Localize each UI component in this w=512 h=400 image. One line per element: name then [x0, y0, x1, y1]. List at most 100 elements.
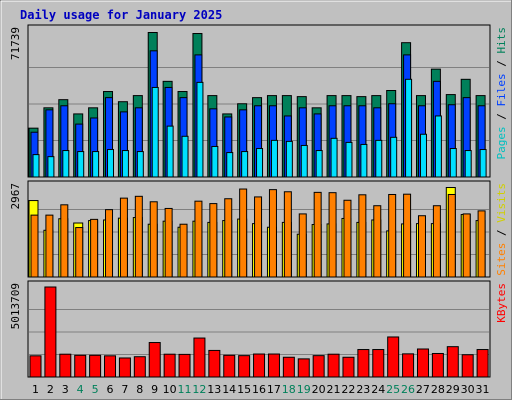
bar-kbytes-day-18	[282, 356, 295, 378]
panel-max-label: 5013709	[9, 283, 22, 329]
bar-kbytes-day-2	[44, 286, 57, 378]
bar-kbytes-day-23	[357, 349, 370, 378]
day-label-15: 15	[237, 383, 251, 396]
bar-kbytes-day-21	[327, 353, 340, 378]
day-label-26: 26	[401, 383, 415, 396]
bar-pages-day-9	[151, 86, 159, 178]
bar-pages-day-2	[47, 156, 55, 178]
bar-sites-day-27	[417, 215, 426, 278]
bar-kbytes-day-1	[29, 355, 42, 378]
bar-sites-day-7	[119, 197, 128, 278]
bar-kbytes-day-4	[74, 354, 87, 378]
bar-kbytes-day-12	[193, 337, 206, 378]
bar-sites-day-5	[90, 218, 99, 278]
bar-sites-day-10	[164, 207, 173, 278]
side-label-part: /	[495, 223, 508, 243]
bar-pages-day-15	[241, 151, 249, 178]
bar-sites-day-20	[313, 191, 322, 278]
bar-kbytes-day-25	[387, 336, 400, 378]
day-label-20: 20	[312, 383, 326, 396]
bar-kbytes-day-15	[238, 355, 251, 378]
side-label-part: Hits	[495, 27, 508, 54]
bar-sites-day-25	[388, 193, 397, 278]
bar-kbytes-day-17	[267, 353, 280, 378]
bar-pages-day-12	[196, 81, 204, 178]
bar-kbytes-day-11	[178, 353, 191, 378]
bar-pages-day-1	[32, 154, 40, 178]
bar-pages-day-6	[107, 149, 115, 178]
panel-max-label: 2967	[9, 183, 22, 210]
day-label-30: 30	[461, 383, 475, 396]
side-label-part: /	[495, 54, 508, 74]
bar-kbytes-day-27	[416, 348, 429, 378]
bar-sites-day-4	[75, 227, 84, 278]
bar-pages-day-25	[390, 136, 398, 178]
bar-sites-day-24	[373, 205, 382, 278]
bar-kbytes-day-19	[297, 358, 310, 378]
bar-kbytes-day-14	[223, 354, 236, 378]
bar-sites-day-30	[462, 213, 471, 278]
bar-pages-day-31	[479, 149, 487, 178]
bar-kbytes-day-7	[118, 357, 131, 378]
bar-pages-day-3	[62, 150, 70, 178]
day-label-19: 19	[297, 383, 311, 396]
bar-pages-day-22	[345, 141, 353, 178]
bar-sites-day-19	[298, 213, 307, 278]
bar-sites-day-29	[447, 193, 456, 278]
bar-sites-day-23	[358, 194, 367, 278]
day-label-24: 24	[371, 383, 385, 396]
bar-pages-day-17	[270, 139, 278, 178]
day-label-1: 1	[32, 383, 39, 396]
day-label-17: 17	[267, 383, 281, 396]
bar-pages-day-30	[464, 150, 472, 178]
bar-pages-day-19	[300, 144, 308, 178]
day-label-4: 4	[77, 383, 84, 396]
bar-sites-day-26	[403, 193, 412, 278]
bar-sites-day-28	[432, 205, 441, 278]
bar-kbytes-day-30	[461, 354, 474, 378]
bar-pages-day-24	[375, 139, 383, 178]
day-label-23: 23	[356, 383, 370, 396]
bar-pages-day-18	[285, 140, 293, 178]
bar-sites-day-2	[45, 214, 54, 278]
bar-sites-day-12	[194, 200, 203, 278]
bar-pages-day-23	[360, 143, 368, 178]
bar-sites-day-6	[105, 209, 114, 278]
bar-kbytes-day-22	[342, 356, 355, 378]
bar-kbytes-day-13	[208, 349, 221, 378]
side-label-part: /	[495, 107, 508, 127]
bar-sites-day-21	[328, 192, 337, 278]
day-label-25: 25	[386, 383, 400, 396]
bar-sites-day-17	[268, 189, 277, 278]
side-label-part: Sites	[495, 243, 508, 276]
bar-sites-day-1	[30, 214, 39, 278]
day-label-13: 13	[207, 383, 221, 396]
bar-sites-day-13	[209, 203, 218, 278]
bar-sites-day-16	[254, 196, 263, 278]
day-label-3: 3	[62, 383, 69, 396]
bar-kbytes-day-3	[59, 353, 72, 378]
panel-pages-files-hits: 71739	[9, 24, 491, 178]
day-label-28: 28	[431, 383, 445, 396]
day-label-31: 31	[476, 383, 490, 396]
bar-kbytes-day-8	[133, 356, 146, 378]
side-label-kbytes: KBytes	[495, 283, 508, 323]
bar-kbytes-day-5	[89, 354, 102, 378]
side-label-part: Visits	[495, 183, 508, 223]
bar-kbytes-day-28	[431, 352, 444, 378]
bar-sites-day-11	[179, 223, 188, 278]
day-label-21: 21	[327, 383, 341, 396]
bar-kbytes-day-6	[104, 355, 117, 378]
bar-pages-day-28	[434, 115, 442, 178]
bar-kbytes-day-29	[446, 346, 459, 378]
bar-pages-day-11	[181, 135, 189, 178]
day-label-8: 8	[136, 383, 143, 396]
bar-pages-day-13	[211, 145, 219, 178]
bar-sites-day-31	[477, 210, 486, 278]
side-label-sites-visits: Sites / Visits	[495, 183, 508, 276]
day-label-11: 11	[177, 383, 191, 396]
bar-sites-day-18	[283, 191, 292, 278]
bar-pages-day-5	[92, 151, 100, 178]
day-label-14: 14	[222, 383, 236, 396]
